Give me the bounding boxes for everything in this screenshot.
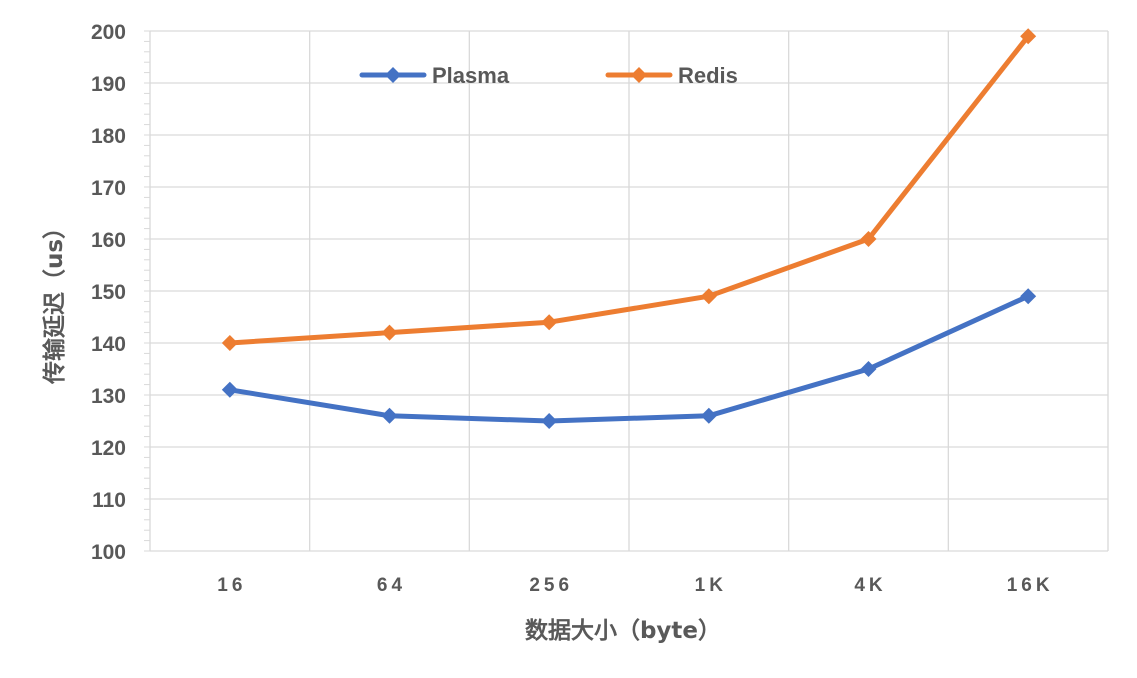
series-plasma (221, 288, 1037, 429)
y-tick-label: 120 (91, 437, 126, 460)
data-point (1020, 288, 1037, 305)
legend-item-redis: Redis (605, 63, 738, 88)
legend: Plasma Redis (359, 63, 738, 88)
y-tick-label: 150 (91, 281, 126, 304)
y-axis-label: 传输延迟（us） (41, 216, 68, 385)
x-tick-label: 1K (695, 575, 727, 596)
y-tick-label: 110 (92, 489, 126, 512)
data-point (700, 407, 717, 424)
series (221, 28, 1037, 429)
legend-swatch-marker (631, 67, 647, 83)
data-point (1020, 28, 1037, 45)
legend-item-plasma: Plasma (359, 63, 510, 88)
data-point (381, 407, 398, 424)
y-tick-label: 170 (91, 177, 126, 200)
data-point (221, 335, 238, 351)
data-point (700, 288, 717, 305)
y-tick-label: 160 (91, 229, 126, 252)
y-tick-label: 190 (91, 73, 126, 96)
y-tick-label: 100 (91, 541, 126, 564)
data-point (221, 381, 238, 398)
data-point (541, 413, 558, 429)
y-axis-ticks: 100 110 120 130 140 150 160 170 180 190 200 (91, 21, 126, 564)
x-tick-label: 16 (217, 575, 246, 596)
legend-swatch-marker (385, 67, 401, 83)
y-tick-label: 140 (91, 333, 126, 356)
minor-ticks (144, 30, 150, 552)
y-tick-label: 180 (91, 125, 126, 148)
series-line (227, 293, 1031, 424)
data-point (541, 314, 558, 331)
series-line (227, 33, 1031, 346)
grid (149, 30, 1109, 552)
x-tick-label: 16K (1007, 575, 1054, 596)
data-point (381, 324, 398, 341)
x-tick-label: 256 (529, 575, 573, 596)
x-axis-label: 数据大小（byte） (525, 617, 721, 644)
series-redis (221, 28, 1037, 351)
y-tick-label: 130 (91, 385, 126, 408)
legend-label: Plasma (432, 63, 510, 88)
data-point (860, 361, 877, 377)
x-tick-label: 64 (377, 575, 406, 596)
legend-label: Redis (678, 63, 738, 88)
x-axis-ticks: 16 64 256 1K 4K 16K (217, 575, 1054, 596)
x-tick-label: 4K (854, 575, 886, 596)
data-point (860, 231, 877, 247)
y-tick-label: 200 (91, 21, 126, 44)
